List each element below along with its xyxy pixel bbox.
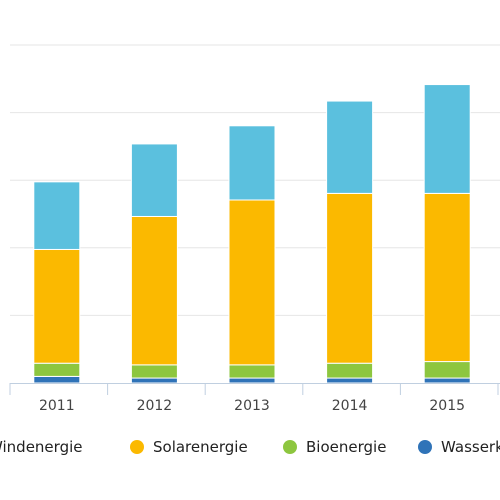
legend-marker-bio [283, 440, 297, 454]
bar-segment[interactable] [423, 84, 471, 194]
bar-segment[interactable] [33, 248, 81, 364]
legend-label: Solarenergie [153, 438, 248, 456]
bar-segment[interactable] [130, 377, 178, 384]
x-tick-label: 2011 [39, 398, 75, 414]
bar-segment[interactable] [423, 377, 471, 384]
bar-segment[interactable] [130, 143, 178, 217]
legend: Windenergie Solarenergie Bioenergie Wass… [0, 433, 500, 461]
bar-segment[interactable] [423, 361, 471, 379]
bar-segment[interactable] [326, 100, 374, 194]
legend-label: Windenergie [0, 438, 83, 456]
bar-segment[interactable] [326, 362, 374, 379]
legend-item-solar[interactable]: Solarenergie [130, 433, 248, 461]
legend-label: Wasserkraft [441, 438, 500, 456]
x-axis [9, 383, 500, 395]
bar-segment[interactable] [423, 192, 471, 363]
x-tick-label: 2013 [234, 398, 270, 414]
bar-segment[interactable] [33, 362, 81, 377]
bar-segment[interactable] [228, 125, 276, 201]
x-tick-label: 2014 [332, 398, 368, 414]
legend-marker-solar [130, 440, 144, 454]
legend-item-wasser[interactable]: Wasserkraft [418, 433, 500, 461]
bar-segment[interactable] [130, 364, 178, 379]
legend-marker-wasser [418, 440, 432, 454]
bar-segment[interactable] [326, 192, 374, 364]
legend-item-bio[interactable]: Bioenergie [283, 433, 386, 461]
x-tick-label: 2015 [429, 398, 465, 414]
x-tick-label: 2012 [137, 398, 173, 414]
bars [33, 84, 471, 384]
bar-segment[interactable] [228, 199, 276, 366]
bar-segment[interactable] [33, 375, 81, 384]
legend-item-wind[interactable]: Windenergie [0, 433, 82, 461]
x-tick-labels: 2011 2012 2013 2014 2015 [39, 398, 465, 414]
bar-segment[interactable] [33, 181, 81, 250]
legend-label: Bioenergie [306, 438, 387, 456]
bar-segment[interactable] [228, 377, 276, 384]
bar-segment[interactable] [326, 377, 374, 384]
bar-segment[interactable] [228, 364, 276, 379]
bar-segment[interactable] [130, 215, 178, 366]
